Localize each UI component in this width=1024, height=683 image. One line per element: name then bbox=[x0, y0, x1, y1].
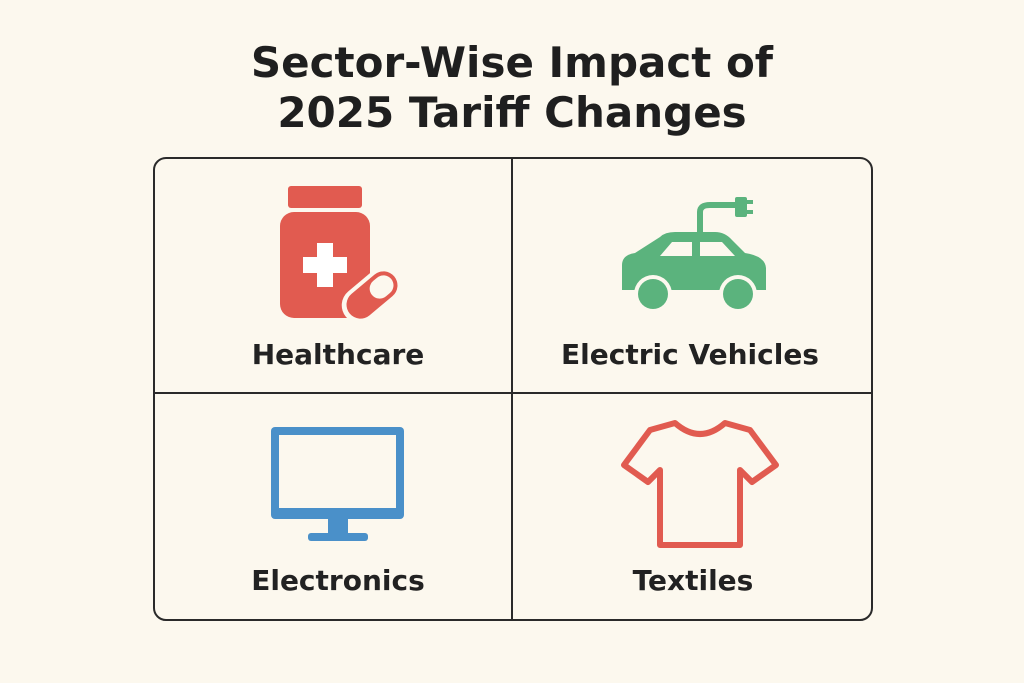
sector-label: Electronics bbox=[251, 564, 425, 597]
sector-label: Electric Vehicles bbox=[561, 338, 819, 371]
sector-label: Healthcare bbox=[252, 338, 425, 371]
ev-icon bbox=[622, 197, 766, 313]
healthcare-icon bbox=[280, 186, 403, 324]
sector-label: Textiles bbox=[633, 564, 754, 597]
electronics-icon bbox=[271, 427, 404, 541]
textiles-icon bbox=[621, 420, 779, 548]
title: Sector-Wise Impact of 2025 Tariff Change… bbox=[250, 38, 774, 137]
